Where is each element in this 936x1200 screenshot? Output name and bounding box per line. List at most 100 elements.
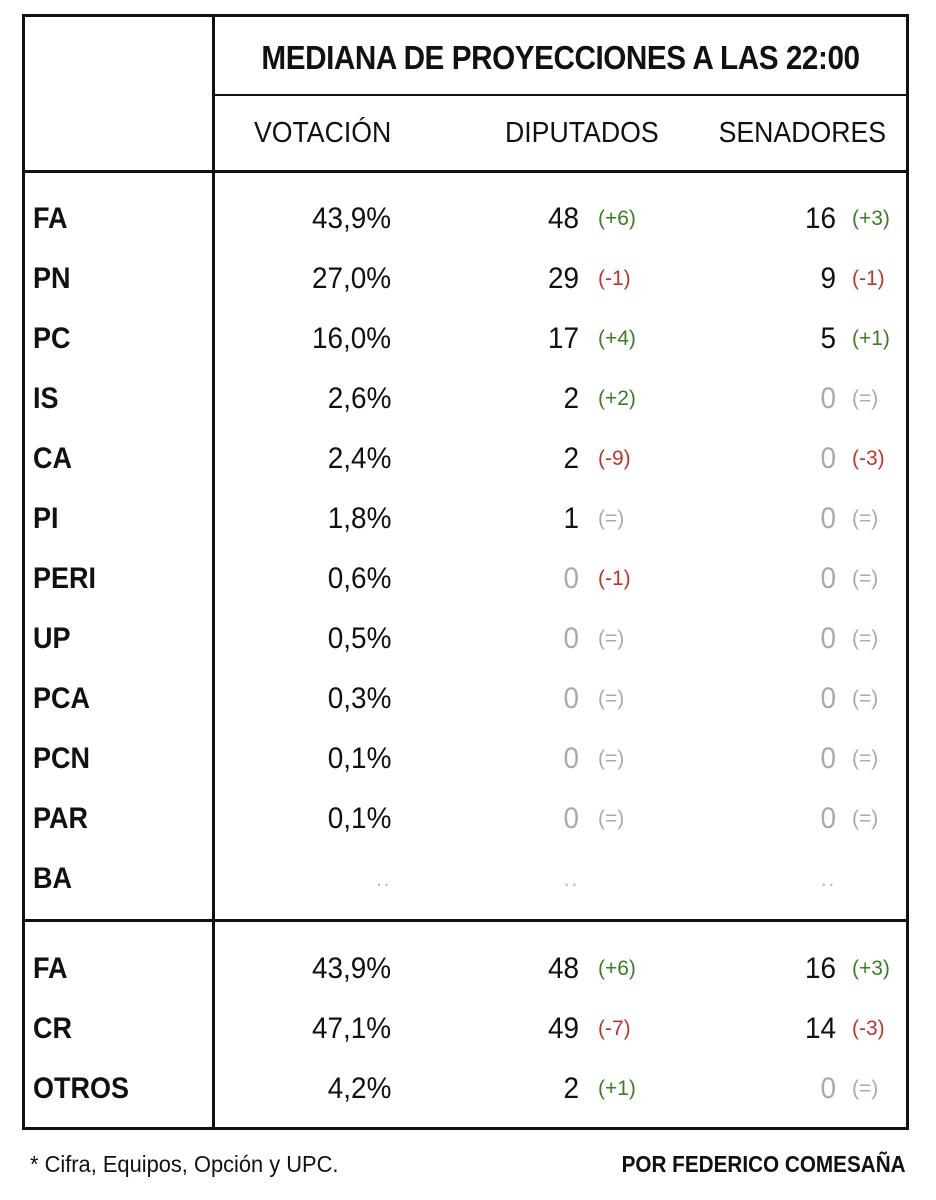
vote-share: .. [375, 866, 391, 891]
table-row: PCA 0,3% 0 (=) 0 (=) [25, 675, 906, 723]
diputados-seats: 0 [563, 622, 579, 655]
diputados-seats: 48 [547, 202, 579, 235]
senadores-seats: 0 [820, 382, 836, 415]
table-title: MEDIANA DE PROYECCIONES A LAS 22:00 [261, 39, 860, 76]
party-name: PN [33, 262, 71, 295]
table-row: CR 47,1% 49 (-7) 14 (-3) [25, 1005, 906, 1053]
party-name: FA [33, 952, 68, 985]
senadores-seats: .. [820, 866, 836, 891]
header-divider [25, 170, 906, 173]
senadores-change: (=) [852, 507, 879, 530]
senadores-seats: 16 [804, 202, 836, 235]
senadores-seats: 0 [820, 562, 836, 595]
senadores-change: (=) [852, 687, 879, 710]
vote-share: 0,1% [327, 742, 391, 775]
vote-share: 27,0% [311, 262, 391, 295]
party-name: FA [33, 202, 68, 235]
party-name: UP [33, 622, 71, 655]
projection-table: MEDIANA DE PROYECCIONES A LAS 22:00 VOTA… [22, 14, 909, 1130]
diputados-change: (+6) [598, 207, 636, 230]
senadores-seats: 0 [820, 802, 836, 835]
vote-share: 2,6% [327, 382, 391, 415]
senadores-seats: 14 [804, 1012, 836, 1045]
vote-share: 2,4% [327, 442, 391, 475]
vote-share: 16,0% [311, 322, 391, 355]
table-row: FA 43,9% 48 (+6) 16 (+3) [25, 195, 906, 243]
senadores-seats: 9 [820, 262, 836, 295]
diputados-change: (+1) [598, 1077, 636, 1100]
diputados-seats: 49 [547, 1012, 579, 1045]
senadores-seats: 0 [820, 742, 836, 775]
vote-share: 47,1% [311, 1012, 391, 1045]
senadores-seats: 16 [804, 952, 836, 985]
table-row: PN 27,0% 29 (-1) 9 (-1) [25, 255, 906, 303]
party-name: PI [33, 502, 59, 535]
title-divider [212, 94, 906, 96]
diputados-change: (-7) [598, 1017, 631, 1040]
table-row: PC 16,0% 17 (+4) 5 (+1) [25, 315, 906, 363]
vote-share: 43,9% [311, 202, 391, 235]
diputados-change: (=) [598, 687, 625, 710]
diputados-change: (-1) [598, 567, 631, 590]
senadores-change: (=) [852, 747, 879, 770]
party-name: CR [33, 1012, 73, 1045]
table-row: PAR 0,1% 0 (=) 0 (=) [25, 795, 906, 843]
vote-share: 0,1% [327, 802, 391, 835]
party-name: PCA [33, 682, 91, 715]
diputados-seats: 0 [563, 562, 579, 595]
diputados-change: (+6) [598, 957, 636, 980]
party-name: OTROS [33, 1072, 130, 1105]
senadores-change: (-3) [852, 1017, 885, 1040]
senadores-change: (+3) [852, 207, 890, 230]
diputados-change: (+2) [598, 387, 636, 410]
vote-share: 43,9% [311, 952, 391, 985]
diputados-seats: 2 [563, 1072, 579, 1105]
table-row: UP 0,5% 0 (=) 0 (=) [25, 615, 906, 663]
party-name: PERI [33, 562, 97, 595]
senadores-change: (+3) [852, 957, 890, 980]
diputados-change: (+4) [598, 327, 636, 350]
sources-footnote: * Cifra, Equipos, Opción y UPC. [30, 1151, 339, 1177]
table-row: OTROS 4,2% 2 (+1) 0 (=) [25, 1065, 906, 1113]
diputados-change: (=) [598, 507, 625, 530]
party-name: PC [33, 322, 71, 355]
party-name: PAR [33, 802, 89, 835]
party-name: BA [33, 862, 73, 895]
party-name: PCN [33, 742, 91, 775]
diputados-seats: 0 [563, 802, 579, 835]
vote-share: 0,3% [327, 682, 391, 715]
party-name: CA [33, 442, 73, 475]
vote-share: 0,6% [327, 562, 391, 595]
diputados-seats: 0 [563, 682, 579, 715]
senadores-change: (=) [852, 567, 879, 590]
vote-share: 4,2% [327, 1072, 391, 1105]
diputados-seats: 2 [563, 442, 579, 475]
senadores-change: (=) [852, 1077, 879, 1100]
vote-share: 0,5% [327, 622, 391, 655]
author-byline: POR FEDERICO COMESAÑA [621, 1151, 906, 1177]
senadores-change: (=) [852, 387, 879, 410]
table-row: PCN 0,1% 0 (=) 0 (=) [25, 735, 906, 783]
table-row: BA...... [25, 855, 906, 903]
table-row: CA 2,4% 2 (-9) 0 (-3) [25, 435, 906, 483]
diputados-seats: 1 [563, 502, 579, 535]
table-row: IS 2,6% 2 (+2) 0 (=) [25, 375, 906, 423]
diputados-change: (=) [598, 627, 625, 650]
diputados-seats: 48 [547, 952, 579, 985]
senadores-change: (-1) [852, 267, 885, 290]
table-row: FA 43,9% 48 (+6) 16 (+3) [25, 945, 906, 993]
party-column-divider [212, 17, 215, 1127]
diputados-seats: 2 [563, 382, 579, 415]
diputados-seats: 29 [547, 262, 579, 295]
diputados-seats: 17 [547, 322, 579, 355]
senadores-change: (=) [852, 627, 879, 650]
senadores-seats: 0 [820, 682, 836, 715]
diputados-seats: 0 [563, 742, 579, 775]
column-header-diputados: DIPUTADOS [505, 117, 659, 149]
table-row: PI 1,8% 1 (=) 0 (=) [25, 495, 906, 543]
senadores-seats: 0 [820, 1072, 836, 1105]
diputados-change: (=) [598, 747, 625, 770]
totals-divider [25, 919, 906, 922]
table-row: PERI 0,6% 0 (-1) 0 (=) [25, 555, 906, 603]
diputados-change: (-9) [598, 447, 631, 470]
